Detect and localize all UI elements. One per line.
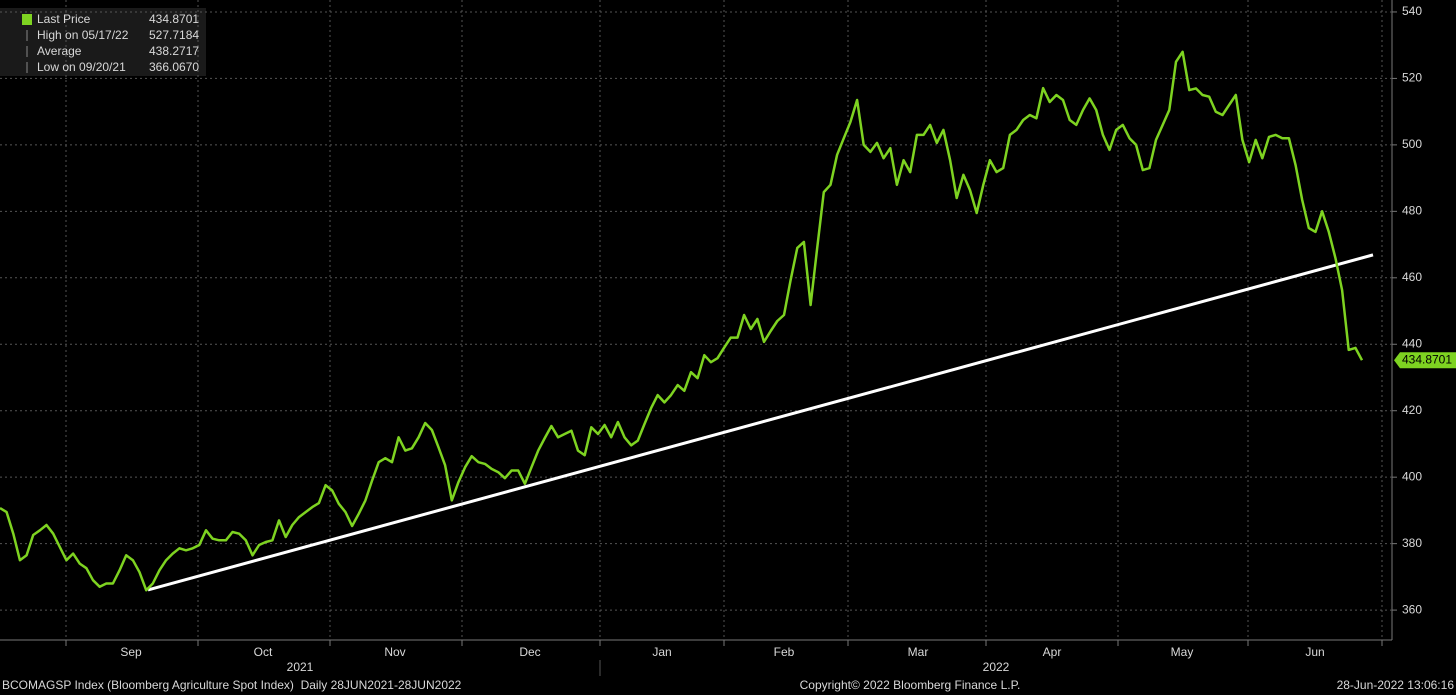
month-label: Sep <box>120 645 142 659</box>
y-tick-label: 360 <box>1402 602 1422 616</box>
footer-right: 28-Jun-2022 13:06:16 <box>1337 678 1455 692</box>
price-line <box>0 50 1364 592</box>
footer-center: Copyright© 2022 Bloomberg Finance L.P. <box>800 678 1021 692</box>
legend-swatch <box>22 14 32 25</box>
year-label: 2021 <box>287 660 314 674</box>
month-label: Dec <box>519 645 540 659</box>
month-label: Mar <box>908 645 929 659</box>
month-label: Jan <box>652 645 671 659</box>
last-price-label: 434.8701 <box>1402 352 1452 366</box>
month-label: Oct <box>254 645 273 659</box>
year-label: 2022 <box>983 660 1010 674</box>
footer-left: BCOMAGSP Index (Bloomberg Agriculture Sp… <box>2 678 462 692</box>
legend-label: High on 05/17/22 <box>37 28 129 42</box>
legend-value: 434.8701 <box>149 12 199 26</box>
y-tick-label: 500 <box>1402 137 1422 151</box>
month-label: Jun <box>1305 645 1324 659</box>
legend-value: 527.7184 <box>149 28 199 42</box>
month-label: Nov <box>384 645 405 659</box>
y-tick-label: 440 <box>1402 336 1422 350</box>
y-tick-label: 460 <box>1402 270 1422 284</box>
legend-box <box>0 8 206 76</box>
legend-label: Average <box>37 44 82 58</box>
legend-label: Low on 09/20/21 <box>37 60 126 74</box>
month-label: Feb <box>774 645 795 659</box>
y-tick-label: 400 <box>1402 469 1422 483</box>
last-price-tag <box>1394 352 1456 369</box>
y-tick-label: 380 <box>1402 536 1422 550</box>
y-tick-label: 480 <box>1402 204 1422 218</box>
trendline <box>147 253 1374 592</box>
month-label: Apr <box>1043 645 1062 659</box>
y-tick-label: 420 <box>1402 403 1422 417</box>
y-tick-label: 540 <box>1402 4 1422 18</box>
y-tick-label: 520 <box>1402 71 1422 85</box>
legend-label: Last Price <box>37 12 91 26</box>
legend-value: 366.0670 <box>149 60 199 74</box>
legend-value: 438.2717 <box>149 44 199 58</box>
month-label: May <box>1171 645 1194 659</box>
